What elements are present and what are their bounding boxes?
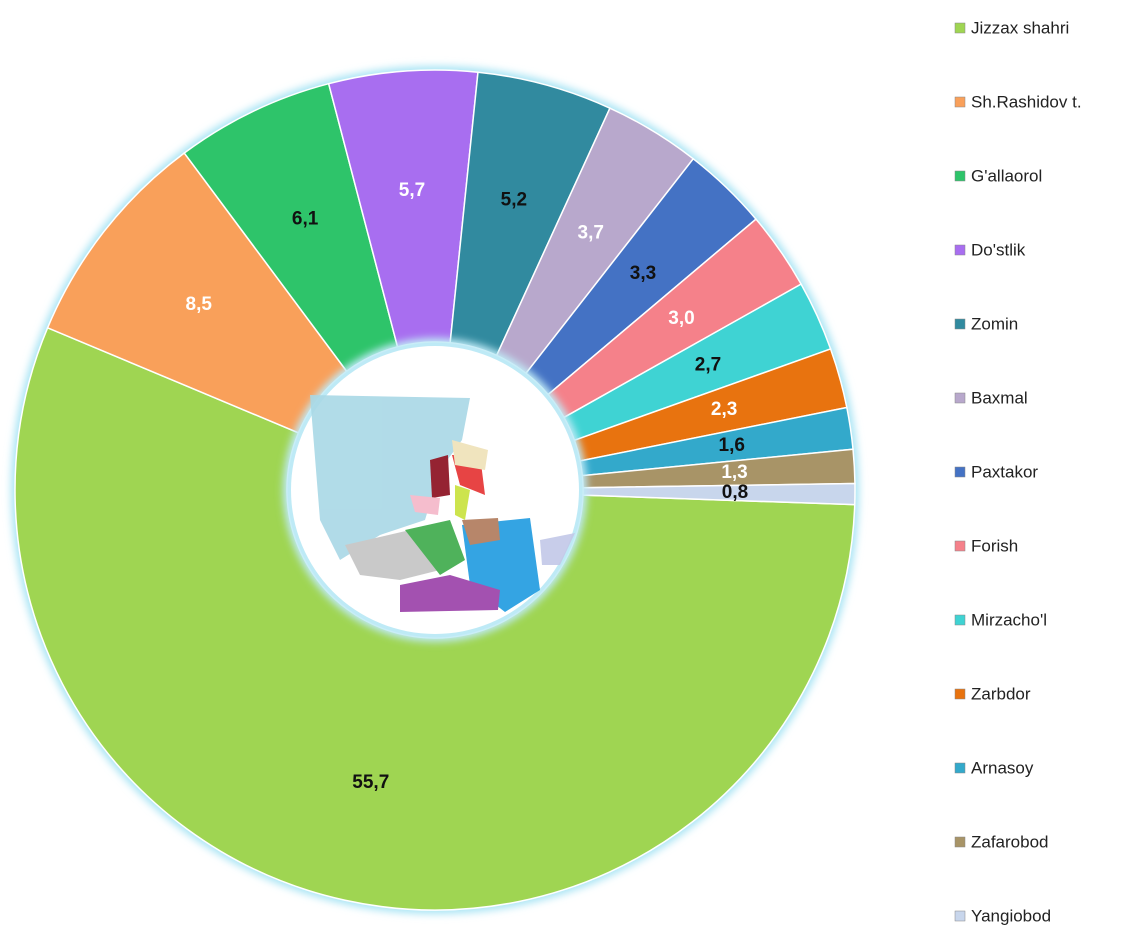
legend-marker [954,466,966,478]
value-label: 2,3 [711,399,737,420]
legend-label: Zarbdor [971,684,1031,703]
legend-label: Baxmal [971,388,1028,407]
legend-label: Forish [971,536,1018,555]
value-labels: 55,7 8,5 6,1 5,7 5,2 3,7 3,3 3,0 2,7 2,3 1,6 1,30,8 [186,180,749,793]
legend-marker [954,22,966,34]
legend-marker [954,688,966,700]
legend-marker [954,170,966,182]
legend: Jizzax shahri Sh.Rashidov t. G'allaorol Do'… [954,18,1082,925]
legend-label: Zafarobod [971,832,1049,851]
legend-label: Do'stlik [971,240,1026,259]
legend-label: Jizzax shahri [971,18,1069,37]
legend-marker [954,762,966,774]
legend-marker [954,836,966,848]
legend-marker [954,318,966,330]
legend-marker [954,540,966,552]
value-label: 0,8 [722,482,748,503]
slices [14,69,856,911]
legend-marker [954,910,966,922]
legend-label: Mirzacho'l [971,610,1047,629]
legend-marker [954,96,966,108]
value-label: 2,7 [695,355,721,376]
value-label: 5,2 [501,190,527,211]
legend-label: Paxtakor [971,462,1038,481]
legend-label: G'allaorol [971,166,1042,185]
legend-label: Yangiobod [971,906,1051,925]
value-label: 8,5 [186,294,213,315]
value-label: 1,6 [719,435,745,456]
legend-marker [954,392,966,404]
value-label: 1,3 [721,462,747,483]
legend-label: Sh.Rashidov t. [971,92,1082,111]
legend-label: Zomin [971,314,1018,333]
value-label: 5,7 [399,180,425,201]
value-label: 55,7 [352,772,389,793]
legend-marker [954,244,966,256]
legend-marker [954,614,966,626]
value-label: 6,1 [292,209,319,230]
value-label: 3,3 [630,263,656,284]
legend-label: Arnasoy [971,758,1034,777]
center-map [310,395,575,612]
value-label: 3,7 [578,223,604,244]
value-label: 3,0 [668,308,694,329]
